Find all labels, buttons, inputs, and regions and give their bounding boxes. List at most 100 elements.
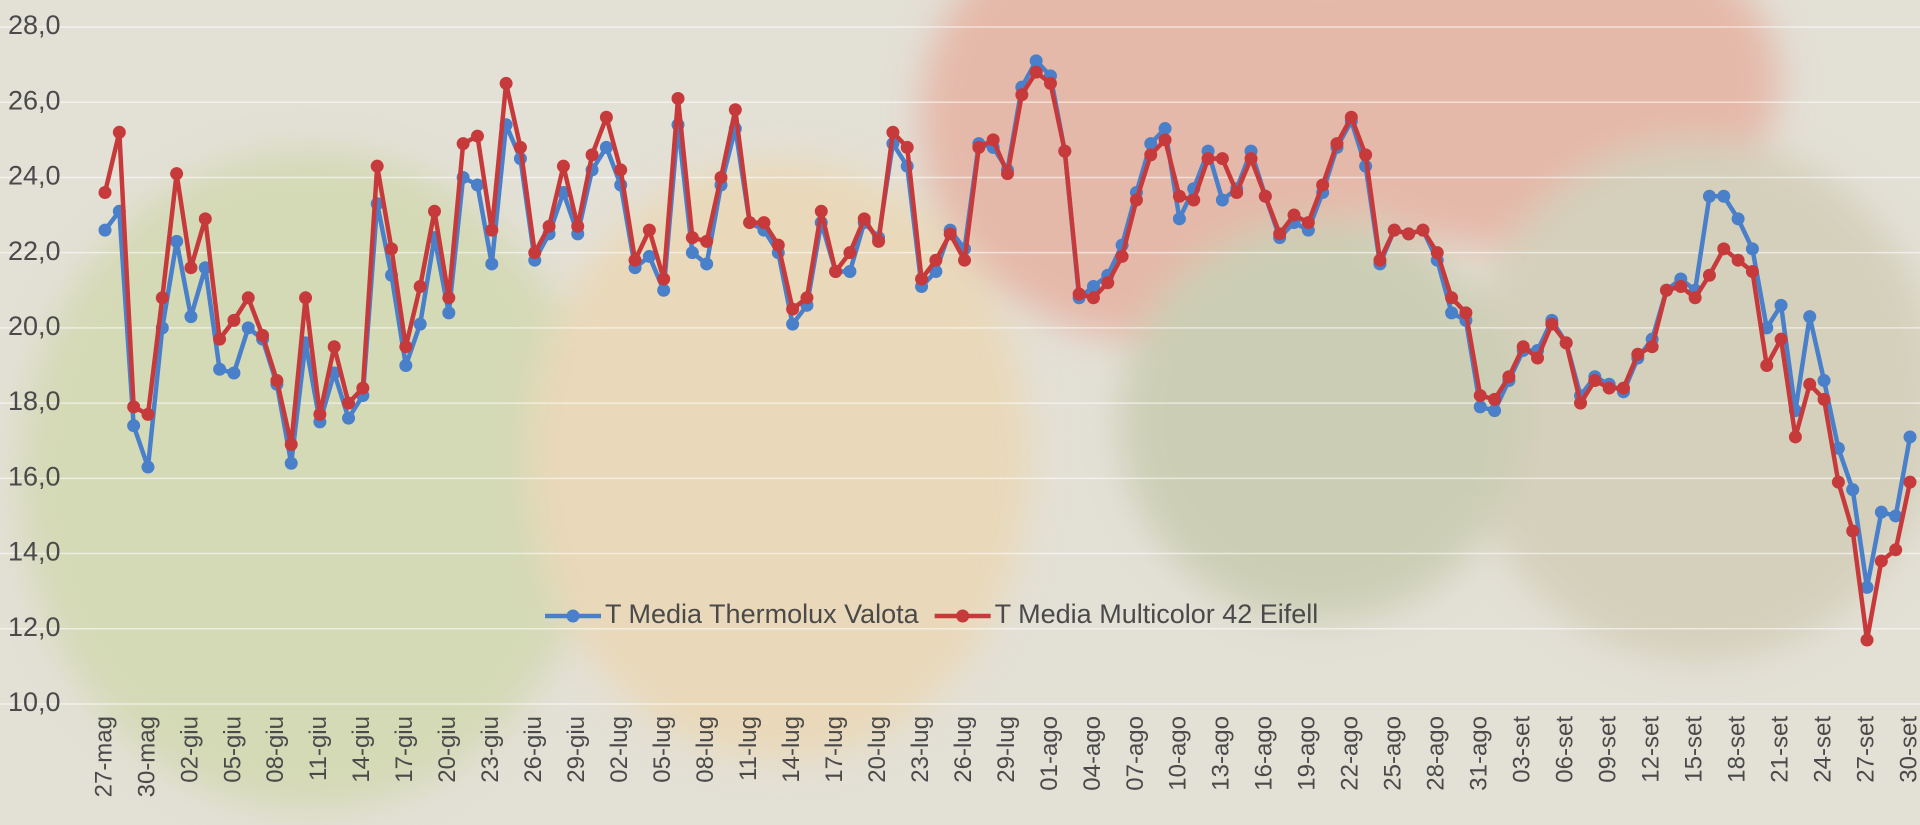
data-point xyxy=(213,332,227,346)
data-point xyxy=(98,185,112,199)
y-tick-label: 16,0 xyxy=(8,461,61,491)
data-point xyxy=(170,234,184,248)
x-tick-label: 14-lug xyxy=(778,716,805,783)
data-point xyxy=(786,317,800,331)
data-point xyxy=(1430,246,1444,260)
y-tick-label: 18,0 xyxy=(8,386,61,416)
data-point xyxy=(843,246,857,260)
data-point xyxy=(327,340,341,354)
data-point xyxy=(1817,392,1831,406)
x-tick-label: 28-ago xyxy=(1423,716,1450,791)
x-tick-label: 08-lug xyxy=(692,716,719,783)
data-point xyxy=(728,103,742,117)
data-point xyxy=(1631,347,1645,361)
legend-marker xyxy=(566,609,580,623)
x-tick-label: 23-lug xyxy=(907,716,934,783)
legend: T Media Thermolux Valota T Media Multicol… xyxy=(545,599,1318,629)
x-tick-label: 11-giu xyxy=(305,716,332,781)
data-point xyxy=(442,291,456,305)
data-point xyxy=(1459,306,1473,320)
data-point xyxy=(1860,633,1874,647)
data-point xyxy=(1774,298,1788,312)
x-tick-label: 17-lug xyxy=(821,716,848,783)
x-tick-label: 07-ago xyxy=(1122,716,1149,791)
x-tick-label: 19-ago xyxy=(1294,716,1321,791)
x-tick-label: 03-set xyxy=(1509,716,1536,783)
data-point xyxy=(1545,317,1559,331)
data-point xyxy=(585,148,599,162)
data-point xyxy=(1172,212,1186,226)
data-point xyxy=(1258,189,1272,203)
data-point xyxy=(771,238,785,252)
x-tick-label: 06-set xyxy=(1552,716,1579,783)
data-point xyxy=(1817,374,1831,388)
data-point xyxy=(571,219,585,233)
data-point xyxy=(112,125,126,139)
data-point xyxy=(1029,65,1043,79)
data-point xyxy=(1602,381,1616,395)
data-point xyxy=(1688,291,1702,305)
data-point xyxy=(786,302,800,316)
x-tick-label: 08-giu xyxy=(262,716,289,783)
x-tick-label: 26-giu xyxy=(520,716,547,783)
data-point xyxy=(1717,189,1731,203)
y-tick-label: 14,0 xyxy=(8,537,61,567)
data-point xyxy=(1473,389,1487,403)
data-point xyxy=(1502,370,1516,384)
data-point xyxy=(1874,505,1888,519)
data-point xyxy=(1731,253,1745,267)
data-point xyxy=(800,291,814,305)
data-point xyxy=(141,460,155,474)
data-point xyxy=(299,291,313,305)
data-point xyxy=(1158,122,1172,136)
data-point xyxy=(1473,400,1487,414)
data-point xyxy=(1287,208,1301,222)
data-point xyxy=(1144,148,1158,162)
data-point xyxy=(1402,227,1416,241)
data-point xyxy=(313,407,327,421)
data-point xyxy=(370,159,384,173)
data-point xyxy=(127,400,141,414)
data-point xyxy=(1774,332,1788,346)
data-point xyxy=(943,227,957,241)
data-point xyxy=(1129,193,1143,207)
x-tick-label: 09-set xyxy=(1595,716,1622,783)
data-point xyxy=(270,374,284,388)
data-point xyxy=(1029,54,1043,68)
y-tick-label: 24,0 xyxy=(8,161,61,191)
data-point xyxy=(127,419,141,433)
legend-label: T Media Thermolux Valota xyxy=(605,599,920,629)
x-tick-label: 21-set xyxy=(1766,716,1793,783)
data-point xyxy=(1717,242,1731,256)
data-point xyxy=(1531,351,1545,365)
data-point xyxy=(714,170,728,184)
data-point xyxy=(184,261,198,275)
data-point xyxy=(700,234,714,248)
data-point xyxy=(342,411,356,425)
data-point xyxy=(1416,223,1430,237)
data-point xyxy=(657,283,671,297)
y-tick-label: 20,0 xyxy=(8,311,61,341)
data-point xyxy=(1860,580,1874,594)
data-point xyxy=(657,272,671,286)
data-point xyxy=(1144,137,1158,151)
data-point xyxy=(413,317,427,331)
data-point xyxy=(628,253,642,267)
x-tick-label: 25-ago xyxy=(1380,716,1407,791)
x-tick-label: 12-set xyxy=(1637,716,1664,783)
data-point xyxy=(1516,340,1530,354)
data-point xyxy=(1230,185,1244,199)
data-point xyxy=(427,204,441,218)
data-point xyxy=(1903,430,1917,444)
data-point xyxy=(1187,193,1201,207)
data-point xyxy=(685,246,699,260)
data-point xyxy=(900,140,914,154)
data-point xyxy=(1831,475,1845,489)
data-point xyxy=(1488,392,1502,406)
data-point xyxy=(470,178,484,192)
x-tick-label: 10-ago xyxy=(1165,716,1192,791)
data-point xyxy=(528,246,542,260)
data-point xyxy=(599,110,613,124)
data-point xyxy=(1201,152,1215,166)
